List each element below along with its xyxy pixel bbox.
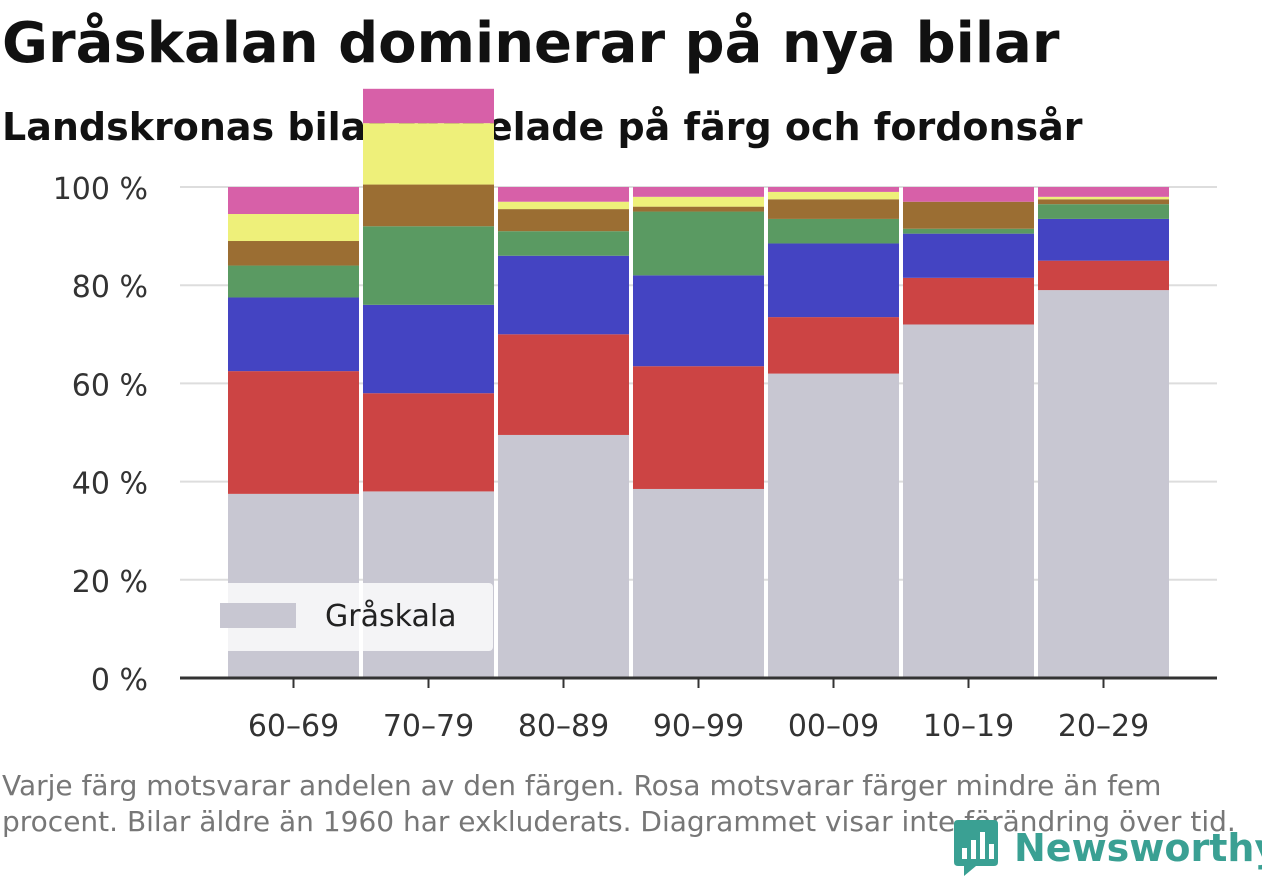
bar-segment <box>768 317 899 374</box>
bar-segment <box>1038 199 1169 205</box>
bar-segment <box>363 184 494 227</box>
x-tick-label: 60–69 <box>248 709 339 744</box>
bar-segment <box>363 226 494 305</box>
x-tick-label: 90–99 <box>653 709 744 744</box>
bar-segment <box>363 123 494 185</box>
bar-segment <box>633 187 764 197</box>
bar-segment <box>633 206 764 212</box>
x-tick-label: 00–09 <box>788 709 879 744</box>
bar-segment <box>228 214 359 242</box>
bar-segment <box>228 265 359 298</box>
legend-box <box>202 583 493 651</box>
bar-segment <box>1038 196 1169 200</box>
bar-segment <box>1038 218 1169 261</box>
bar-segment <box>768 191 899 200</box>
bar-segment <box>1038 290 1169 678</box>
bar-segment <box>903 201 1034 229</box>
chart-footnote: Varje färg motsvarar andelen av den färg… <box>2 769 1236 838</box>
bar-segment <box>498 434 629 678</box>
bar-segment <box>363 304 494 394</box>
x-tick-label: 20–29 <box>1058 709 1149 744</box>
bar-segment <box>363 393 494 492</box>
bar-segment <box>633 488 764 678</box>
bar-segment <box>1038 260 1169 291</box>
bar-segment <box>633 275 764 367</box>
bar-segment <box>903 228 1034 234</box>
bar-segment <box>633 196 764 207</box>
legend-swatch <box>220 603 296 628</box>
bar-segment <box>228 297 359 372</box>
bar-segment <box>768 373 899 678</box>
x-tick-label: 10–19 <box>923 709 1014 744</box>
bar-segment <box>768 187 899 192</box>
y-tick-label: 60 % <box>72 368 148 403</box>
bar-segment <box>768 199 899 219</box>
chart-title: Gråskalan dominerar på nya bilar <box>2 11 1060 76</box>
bar-segment <box>498 231 629 256</box>
bar-segment <box>903 187 1034 202</box>
newsworthy-chart-icon <box>954 820 998 876</box>
newsworthy-logo: Newsworthy <box>950 818 1262 878</box>
bar-segment <box>498 255 629 335</box>
bar-segment <box>498 187 629 202</box>
bar-segment <box>1038 187 1169 197</box>
bar-segment <box>768 243 899 318</box>
bar-segment <box>498 209 629 232</box>
y-tick-label: 0 % <box>91 663 148 698</box>
bar-segment <box>498 201 629 210</box>
bar-segment <box>228 187 359 215</box>
bar-segment <box>228 241 359 266</box>
bar-segment <box>903 277 1034 325</box>
x-tick-label: 80–89 <box>518 709 609 744</box>
legend-label: Gråskala <box>325 599 457 634</box>
chart-subtitle: Landskronas bilar fördelade på färg och … <box>2 105 1083 149</box>
stacked-bar-chart: 0 % 20 % 40 % 60 % 80 % 100 % 60–69 70–79 80–89 9… <box>53 88 1217 744</box>
y-tick-label: 20 % <box>72 565 148 600</box>
bar-segment <box>633 211 764 276</box>
bar-segment <box>1038 204 1169 219</box>
bar-segment <box>903 324 1034 678</box>
bar-segment <box>633 366 764 489</box>
brand-name: Newsworthy <box>1014 826 1262 870</box>
bar-segment <box>903 233 1034 278</box>
x-tick-label: 70–79 <box>383 709 474 744</box>
y-tick-label: 100 % <box>53 172 148 207</box>
y-tick-label: 80 % <box>72 270 148 305</box>
bar-segment <box>363 88 494 124</box>
bar-segment <box>228 371 359 494</box>
y-tick-label: 40 % <box>72 467 148 502</box>
bar-segment <box>768 218 899 244</box>
bar-segment <box>498 334 629 435</box>
